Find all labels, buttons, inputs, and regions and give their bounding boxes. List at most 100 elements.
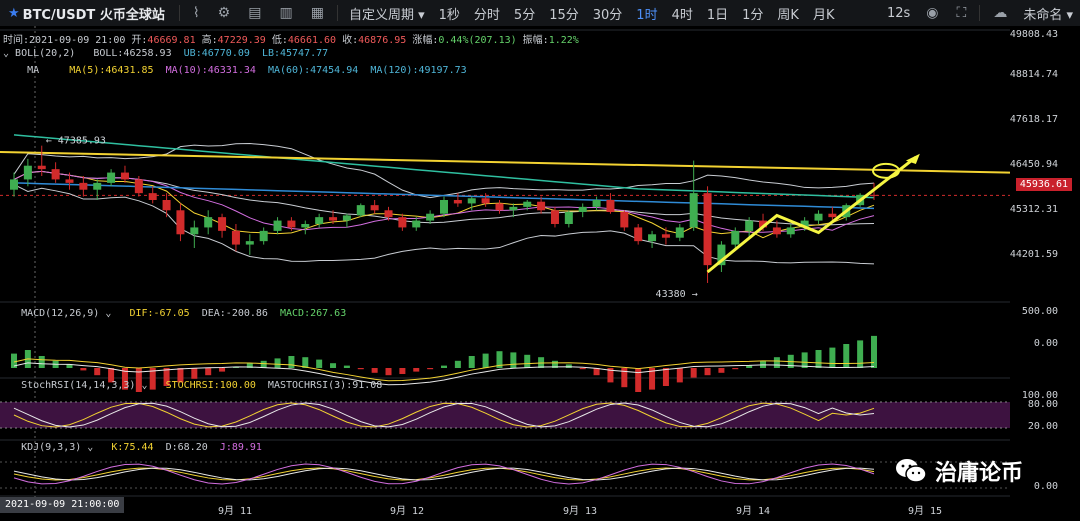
price-tick: 47618.17 xyxy=(1009,114,1058,125)
kdj-tick: 0.00 xyxy=(1033,481,1058,492)
stoch-tick: 20.00 xyxy=(1027,421,1058,432)
candle-body xyxy=(467,198,476,204)
price-tick: 46450.94 xyxy=(1009,159,1058,170)
macd-bar xyxy=(135,368,142,392)
macd-bar xyxy=(524,354,531,368)
macd-bar xyxy=(773,357,780,368)
toolbar-divider xyxy=(336,5,338,21)
custom-period-dropdown[interactable]: 自定义周期 ▾ xyxy=(348,7,425,23)
macd-bar xyxy=(316,359,323,368)
refresh-interval[interactable]: 12s xyxy=(886,5,911,21)
candle-body xyxy=(93,182,102,190)
macd-bar xyxy=(621,368,628,388)
boll-legend: ⌄ BOLL(20,2) BOLL:46258.93 UB:46770.09 L… xyxy=(3,48,329,59)
macd-bar xyxy=(385,368,392,376)
candle-body xyxy=(509,206,518,211)
macd-bar xyxy=(441,365,447,368)
candle-body xyxy=(23,165,32,180)
candle-body xyxy=(148,193,157,200)
tab-period-8[interactable]: 1分 xyxy=(742,7,764,23)
tab-period-4[interactable]: 30分 xyxy=(592,7,623,23)
candle-body xyxy=(356,205,365,216)
boll-lower-line xyxy=(13,184,875,265)
macd-bar xyxy=(260,360,267,368)
macd-bar xyxy=(330,363,337,368)
macd-bar xyxy=(94,368,101,376)
compare-icon[interactable]: ▦ xyxy=(310,5,324,21)
ma-legend: MA MA(5):46431.85 MA(10):46331.34 MA(60)… xyxy=(27,65,467,76)
time-tick: 9月 11 xyxy=(218,506,253,517)
macd-bar xyxy=(746,365,753,368)
tab-period-2[interactable]: 5分 xyxy=(513,7,536,23)
stoch-tick: 80.00 xyxy=(1027,399,1058,410)
tab-period-6[interactable]: 4时 xyxy=(671,7,693,23)
macd-bar xyxy=(815,350,822,368)
macd-bar xyxy=(399,368,406,374)
macd-bar xyxy=(413,368,420,372)
macd-tick: 500.00 xyxy=(1021,306,1058,317)
fullscreen-icon[interactable]: ⛶ xyxy=(956,5,967,21)
tab-period-0[interactable]: 1秒 xyxy=(438,7,460,23)
watermark-text: 治庸论币 xyxy=(935,461,1024,486)
kdj-d-line xyxy=(13,467,875,481)
macd-bar xyxy=(496,351,503,368)
macd-dif-line xyxy=(13,358,875,382)
cloud-icon[interactable]: ☁ xyxy=(993,5,1008,21)
chart-type-icon[interactable]: ▤ xyxy=(248,5,262,21)
candle-body xyxy=(176,210,185,235)
macd-bar xyxy=(871,335,877,368)
macd-bar xyxy=(704,368,711,376)
crosshair-date: 2021-09-09 21:00:00 xyxy=(0,497,125,513)
macd-bar xyxy=(288,356,295,368)
candle-body xyxy=(315,217,324,224)
candle-body xyxy=(107,172,116,183)
current-price-tag: 45936.61 xyxy=(1015,178,1072,191)
macd-bar xyxy=(66,364,73,368)
macd-bar xyxy=(551,360,558,368)
symbol-title[interactable]: BTC/USDT 火币全球站 xyxy=(22,7,165,23)
candle-body xyxy=(717,244,726,266)
macd-bar xyxy=(121,368,128,390)
macd-bar xyxy=(80,368,87,371)
tab-period-9[interactable]: 周K xyxy=(777,7,799,23)
tab-period-5[interactable]: 1时 xyxy=(636,7,658,23)
candle-body xyxy=(79,182,88,190)
camera-icon[interactable]: ◉ xyxy=(926,5,939,21)
gear-icon[interactable]: ⚙ xyxy=(217,5,231,21)
macd-bar xyxy=(579,368,586,370)
user-menu[interactable]: 未命名 ▾ xyxy=(1023,7,1073,23)
star-icon[interactable]: ★ xyxy=(8,5,20,21)
time-tick: 9月 13 xyxy=(563,506,598,517)
candle-body xyxy=(814,213,823,221)
stochrsi-d-line xyxy=(13,402,875,428)
macd-bar xyxy=(274,358,281,368)
candle-body xyxy=(342,215,351,221)
tab-period-10[interactable]: 月K xyxy=(812,7,835,23)
candle-body xyxy=(648,234,657,242)
boll-mid-line xyxy=(13,170,875,226)
high-annotation: ← 47385.93 xyxy=(46,136,106,147)
macd-bar xyxy=(676,368,683,383)
drawn-arrowhead xyxy=(905,153,920,164)
stoch-tick: 100.00 xyxy=(1021,390,1058,401)
tab-period-1[interactable]: 分时 xyxy=(473,7,500,23)
macd-bar xyxy=(829,347,836,368)
indicator-icon[interactable]: ⌇ xyxy=(192,5,200,21)
macd-bar xyxy=(635,368,642,392)
candle-body xyxy=(620,212,629,228)
candle-body xyxy=(578,206,587,212)
price-chart[interactable]: ← 47385.93 43380 → xyxy=(0,26,1010,497)
wechat-icon xyxy=(896,459,927,483)
macd-bar xyxy=(732,368,739,370)
ma120-line xyxy=(13,182,875,210)
candle-body xyxy=(523,201,532,207)
candle-body xyxy=(426,213,435,221)
layout-icon[interactable]: ▥ xyxy=(279,5,293,21)
tab-period-3[interactable]: 15分 xyxy=(549,7,579,23)
candle-body xyxy=(245,241,254,245)
macd-bar xyxy=(565,364,572,368)
candle-body xyxy=(287,220,296,228)
macd-bar xyxy=(510,352,517,368)
tab-period-7[interactable]: 1日 xyxy=(706,7,729,23)
candle-body xyxy=(731,230,740,245)
